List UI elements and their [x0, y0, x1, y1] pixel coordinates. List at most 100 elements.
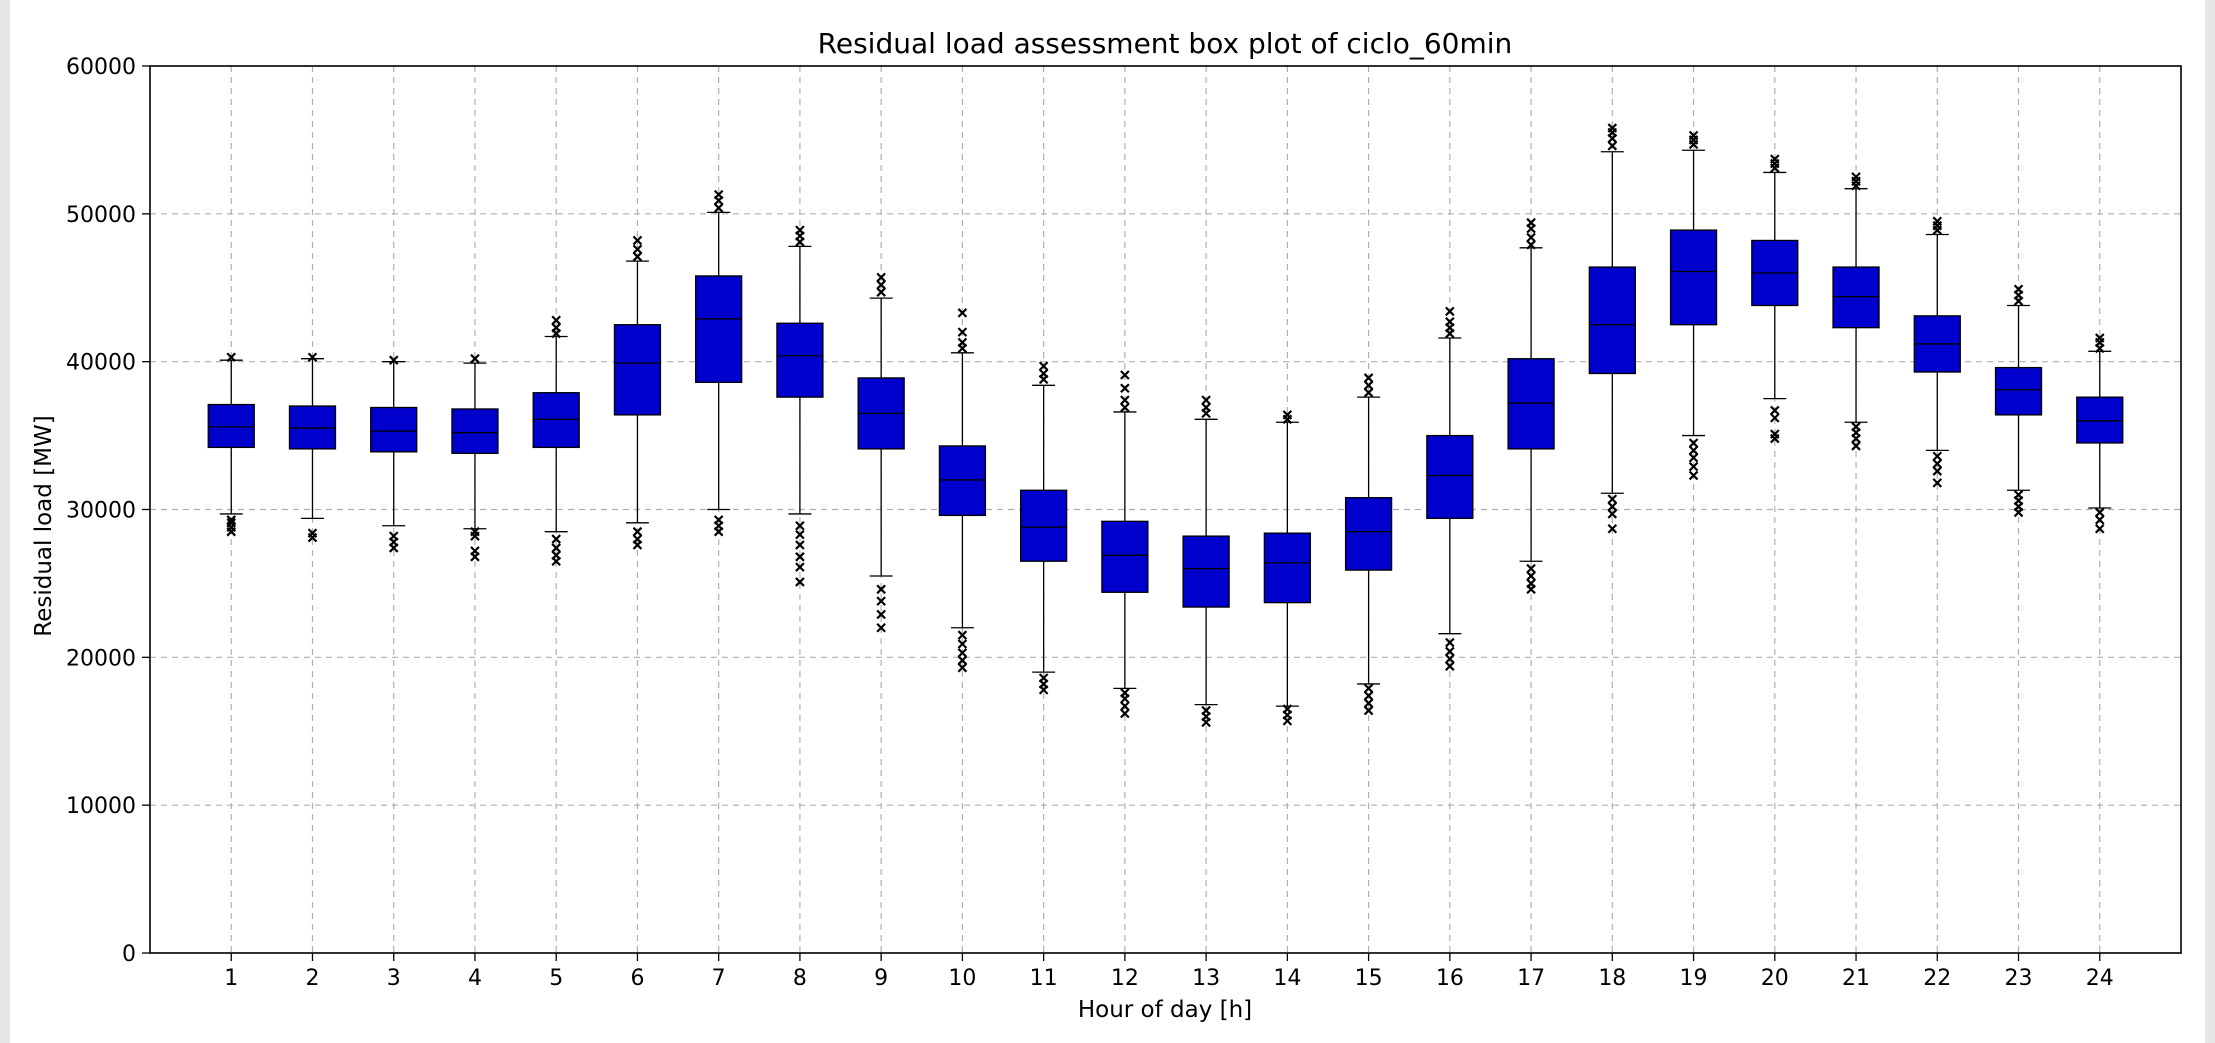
box-hour-13	[1182, 395, 1230, 728]
iqr-box	[451, 408, 499, 454]
outlier-point	[551, 534, 561, 544]
box-hour-9	[857, 272, 905, 633]
iqr-box	[370, 406, 418, 453]
x-tick-label: 11	[1030, 966, 1058, 991]
y-axis-label: Residual load [MW]	[31, 415, 57, 636]
x-tick-label: 4	[468, 966, 482, 991]
outlier-point	[876, 622, 886, 633]
outlier-point	[1445, 316, 1455, 327]
outlier-point	[1038, 368, 1049, 379]
outlier-point	[1526, 563, 1536, 574]
outlier-point	[957, 337, 968, 348]
outlier-point	[388, 355, 399, 365]
outlier-point	[1038, 361, 1049, 371]
x-tick-label: 5	[549, 966, 563, 991]
iqr-box	[695, 275, 743, 384]
outlier-point	[876, 272, 886, 283]
outlier-point	[1120, 395, 1130, 405]
x-tick-label: 10	[948, 966, 976, 991]
outlier-point	[2094, 515, 2105, 525]
outlier-point	[713, 203, 724, 213]
box-hour-7	[695, 189, 743, 537]
box-hour-4	[451, 353, 499, 562]
outlier-point	[1932, 216, 1943, 227]
outlier-point	[1526, 240, 1536, 250]
x-tick-label: 6	[630, 966, 644, 991]
box-hour-22	[1913, 216, 1961, 488]
outlier-point	[1282, 410, 1293, 420]
outlier-point	[957, 662, 968, 673]
outlier-point	[1607, 501, 1618, 512]
outlier-point	[1607, 141, 1618, 151]
outlier-point	[1445, 637, 1455, 648]
outlier-point	[1120, 402, 1130, 413]
outlier-point	[1363, 373, 1374, 383]
outlier-point	[795, 540, 805, 550]
outlier-point	[1120, 370, 1130, 380]
outlier-point	[1932, 466, 1943, 476]
outlier-point	[226, 352, 237, 363]
outlier-point	[1363, 690, 1374, 701]
iqr-box	[1019, 489, 1068, 562]
outlier-point	[795, 520, 805, 531]
outlier-point	[1688, 452, 1699, 463]
x-tick-label: 23	[2005, 966, 2033, 991]
outlier-point	[551, 550, 561, 561]
outlier-point	[632, 244, 643, 255]
box-hour-8	[776, 225, 824, 587]
outlier-point	[470, 526, 480, 537]
outlier-point	[1607, 509, 1618, 519]
iqr-box	[1344, 497, 1393, 571]
box-hour-21	[1832, 172, 1880, 451]
outlier-point	[1851, 421, 1861, 432]
x-tick-label: 18	[1598, 966, 1626, 991]
iqr-box	[1263, 532, 1312, 604]
iqr-box	[1182, 535, 1230, 608]
outlier-point	[957, 630, 968, 640]
x-tick-label: 22	[1923, 966, 1951, 991]
outlier-point	[957, 308, 968, 318]
outlier-point	[795, 529, 805, 540]
iqr-box	[532, 392, 580, 449]
outlier-point	[1363, 705, 1374, 716]
outlier-point	[1282, 704, 1293, 714]
iqr-box	[207, 403, 255, 449]
outlier-point	[1363, 683, 1374, 694]
outlier-point	[632, 251, 643, 262]
outlier-point	[1526, 578, 1536, 589]
box-series	[207, 123, 2124, 728]
outlier-point	[957, 327, 968, 337]
iqr-box	[776, 322, 824, 398]
box-hour-6	[613, 235, 662, 550]
outlier-point	[2013, 284, 2024, 295]
box-hour-23	[1994, 284, 2043, 518]
outlier-point	[1363, 380, 1374, 391]
outlier-point	[1445, 654, 1455, 664]
x-tick-label: 16	[1436, 966, 1464, 991]
chart-title: Residual load assessment box plot of cic…	[818, 27, 1513, 60]
x-tick-label: 21	[1842, 966, 1870, 991]
outlier-point	[713, 189, 724, 200]
x-tick-label: 24	[2086, 966, 2114, 991]
x-tick-label: 13	[1192, 966, 1220, 991]
outlier-point	[1770, 405, 1780, 416]
plot-frame	[149, 65, 2182, 954]
x-tick-label: 19	[1680, 966, 1708, 991]
iqr-box	[1507, 358, 1555, 450]
y-tick-label: 20000	[66, 646, 136, 671]
outlier-point	[1526, 232, 1536, 243]
outlier-point	[957, 655, 968, 666]
outlier-point	[713, 515, 724, 525]
iqr-box	[1101, 520, 1149, 593]
outlier-point	[1688, 438, 1699, 448]
outlier-point	[795, 552, 805, 562]
x-tick-label: 2	[305, 966, 319, 991]
iqr-box	[1669, 229, 1718, 326]
y-tick-label: 0	[122, 942, 136, 967]
outlier-point	[307, 528, 318, 538]
outlier-point	[551, 322, 561, 333]
iqr-box	[613, 324, 662, 416]
box-hour-19	[1669, 130, 1718, 481]
y-tick-label: 40000	[66, 351, 136, 376]
